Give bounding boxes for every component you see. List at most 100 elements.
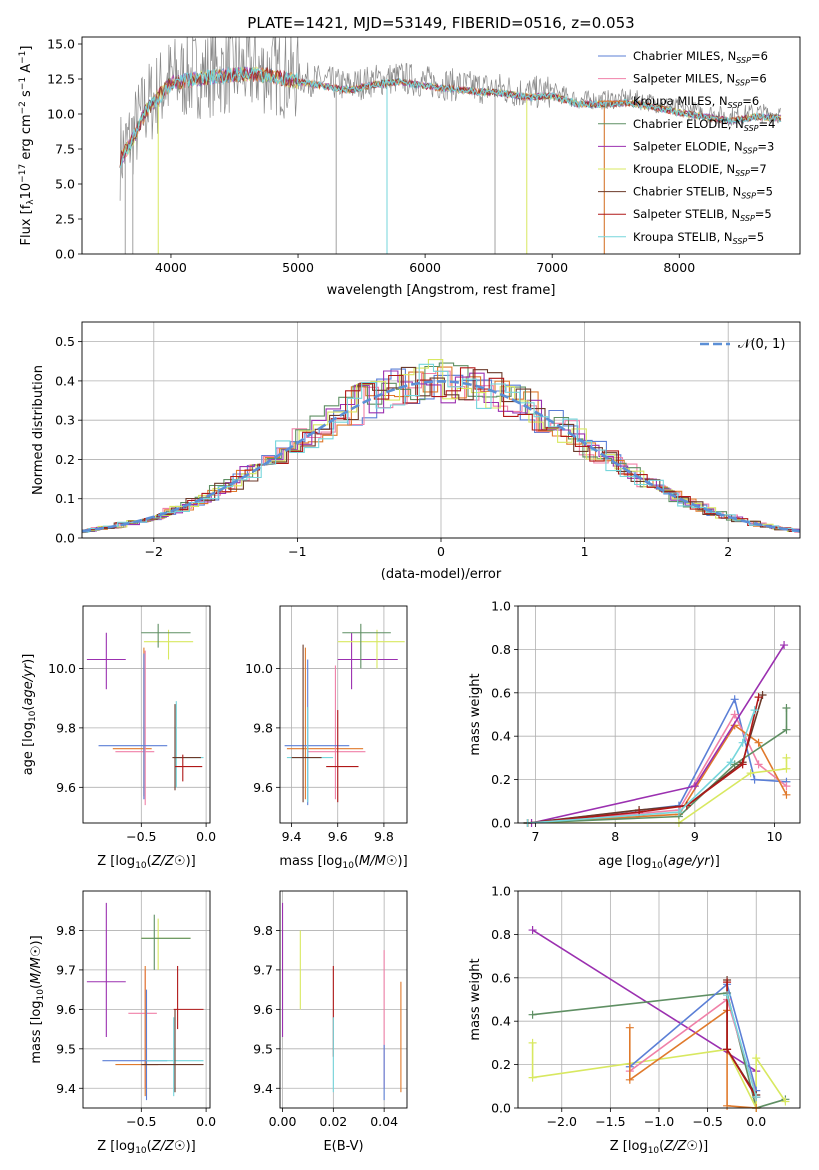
massweight-marker-4-6-4 [758, 690, 767, 699]
ytick-label-1-5: 0.5 [55, 334, 75, 349]
legend-label-0: Chabrier MILES, NSSP=6 [633, 49, 768, 65]
legend-label-5: Kroupa ELODIE, NSSP=7 [633, 162, 767, 178]
axes-frame-0 [81, 36, 801, 255]
errorbar-5-7 [141, 1009, 204, 1093]
massweight-marker-4-3-3 [782, 725, 791, 734]
xtick-label-4-0: 7 [532, 829, 540, 844]
gaussian-curve [81, 379, 801, 533]
xtick-label-6-0: 0.00 [269, 1114, 297, 1129]
ytick-label-0-2: 5.0 [55, 177, 75, 192]
xtick-label-4-2: 9 [691, 829, 699, 844]
errorbar-5-8 [173, 965, 204, 1030]
massweight-marker-7-5-3 [723, 1101, 732, 1110]
ytick-label-6-1: 9.5 [253, 1041, 273, 1056]
ylabel-1: Normed distribution [31, 365, 46, 495]
xlabel-2: Z [log10(Z/Z☉)] [97, 854, 195, 871]
ytick-label-1-3: 0.3 [55, 413, 75, 428]
massweight-marker-4-4-2 [780, 641, 789, 650]
errorbar-2-2 [141, 623, 191, 648]
xlabel-5: Z [log10(Z/Z☉)] [97, 1139, 195, 1156]
errorbar-3-3 [286, 647, 364, 800]
massweight-marker-7-8-0 [723, 991, 732, 1000]
spectrum-model-3 [119, 66, 782, 168]
ytick-label-5-1: 9.5 [56, 1041, 76, 1056]
massweight-marker-7-7-0 [723, 978, 732, 987]
axes-frame-5 [82, 890, 211, 1109]
xtick-label-7-0: −2.0 [547, 1114, 577, 1129]
xtick-label-3-1: 9.6 [328, 829, 348, 844]
errorbar-3-2 [342, 623, 391, 669]
errorbar-2-4 [115, 650, 155, 806]
ytick-label-4-1: 0.2 [491, 772, 511, 787]
ytick-label-0-1: 2.5 [55, 212, 75, 227]
massweight-line-7-2 [531, 1042, 787, 1108]
xtick-label-6-2: 0.04 [370, 1114, 398, 1129]
massweight-marker-4-2-4 [782, 790, 791, 799]
ytick-label-7-3: 0.6 [491, 970, 511, 985]
legend-label-6: Chabrier STELIB, NSSP=5 [633, 185, 773, 201]
xtick-label-3-0: 9.4 [282, 829, 302, 844]
ytick-label-7-1: 0.2 [491, 1057, 511, 1072]
legend-label-2: Kroupa MILES, NSSP=6 [633, 94, 759, 110]
xtick-label-5-0: −0.5 [126, 1114, 156, 1129]
errorbar-5-5 [102, 989, 168, 1101]
massweight-marker-7-2-4 [752, 1054, 761, 1063]
ytick-label-0-0: 0.0 [55, 247, 75, 262]
xtick-label-7-1: −1.5 [595, 1114, 625, 1129]
panel-3 [276, 606, 407, 827]
xtick-label-0-3: 7000 [536, 260, 568, 275]
xtick-label-0-4: 8000 [663, 260, 695, 275]
errorbar-5-3 [128, 969, 157, 1089]
histogram-5 [82, 359, 800, 534]
legend-label-4: Salpeter ELODIE, NSSP=3 [633, 139, 774, 155]
ytick-label-0-4: 10.0 [47, 107, 75, 122]
errorbar-3-5 [284, 659, 350, 806]
ytick-label-5-2: 9.6 [56, 1002, 76, 1017]
massweight-marker-7-7-1 [723, 1045, 732, 1054]
ytick-label-0-5: 12.5 [47, 72, 75, 87]
xtick-label-4-3: 10 [767, 829, 783, 844]
xtick-label-7-2: −1.0 [644, 1114, 674, 1129]
legend-label-8: Kroupa STELIB, NSSP=5 [633, 230, 764, 246]
massweight-marker-7-8-1 [752, 1093, 761, 1102]
ytick-label-4-5: 1.0 [491, 599, 511, 614]
panel-0 [78, 43, 680, 258]
axes-frame-2 [82, 605, 211, 824]
xlabel-6: E(B-V) [323, 1139, 363, 1154]
errorbar-3-8 [326, 710, 359, 803]
errorbar-3-1 [337, 629, 405, 669]
errorbar-3-6 [286, 707, 334, 803]
chart-title: PLATE=1421, MJD=53149, FIBERID=0516, z=0… [247, 14, 634, 32]
massweight-marker-4-4-1 [690, 782, 699, 791]
ytick-label-7-0: 0.0 [491, 1101, 511, 1116]
ytick-label-2-2: 10.0 [48, 661, 76, 676]
ytick-label-0-3: 7.5 [55, 142, 75, 157]
ylabel-2: age [log10(age/yr)] [21, 654, 38, 776]
ytick-label-7-4: 0.8 [491, 927, 511, 942]
ytick-label-1-0: 0.0 [55, 531, 75, 546]
xtick-label-7-4: 0.0 [746, 1114, 766, 1129]
ylabel-0: Flux [fλ10−17 erg cm−2 s−1 A−1] [18, 46, 36, 246]
massweight-line-4-3 [527, 708, 788, 823]
ytick-label-1-2: 0.2 [55, 452, 75, 467]
errorbar-2-8 [175, 754, 203, 782]
massweight-marker-4-7-3 [738, 760, 747, 769]
massweight-marker-4-0-2 [730, 695, 739, 704]
histogram-4 [82, 370, 800, 534]
ytick-label-7-2: 0.4 [491, 1014, 511, 1029]
errorbar-3-4 [307, 665, 366, 800]
massweight-marker-7-0-0 [528, 926, 537, 935]
legend-label-1: Salpeter MILES, NSSP=6 [633, 72, 767, 88]
ytick-label-3-0: 9.6 [253, 780, 273, 795]
massweight-line-7-1 [532, 992, 786, 1108]
xtick-label-1-4: 2 [724, 544, 732, 559]
massweight-marker-4-8-2 [726, 758, 735, 767]
massweight-marker-7-2-1 [528, 1073, 537, 1082]
errorbar-2-7 [172, 704, 201, 791]
massweight-marker-4-8-4 [750, 706, 759, 715]
massweight-marker-4-5-2 [746, 769, 755, 778]
errorbar-2-5 [98, 653, 168, 800]
ytick-label-6-0: 9.4 [253, 1081, 273, 1096]
ytick-label-1-4: 0.4 [55, 373, 75, 388]
massweight-marker-4-1-3 [754, 760, 763, 769]
